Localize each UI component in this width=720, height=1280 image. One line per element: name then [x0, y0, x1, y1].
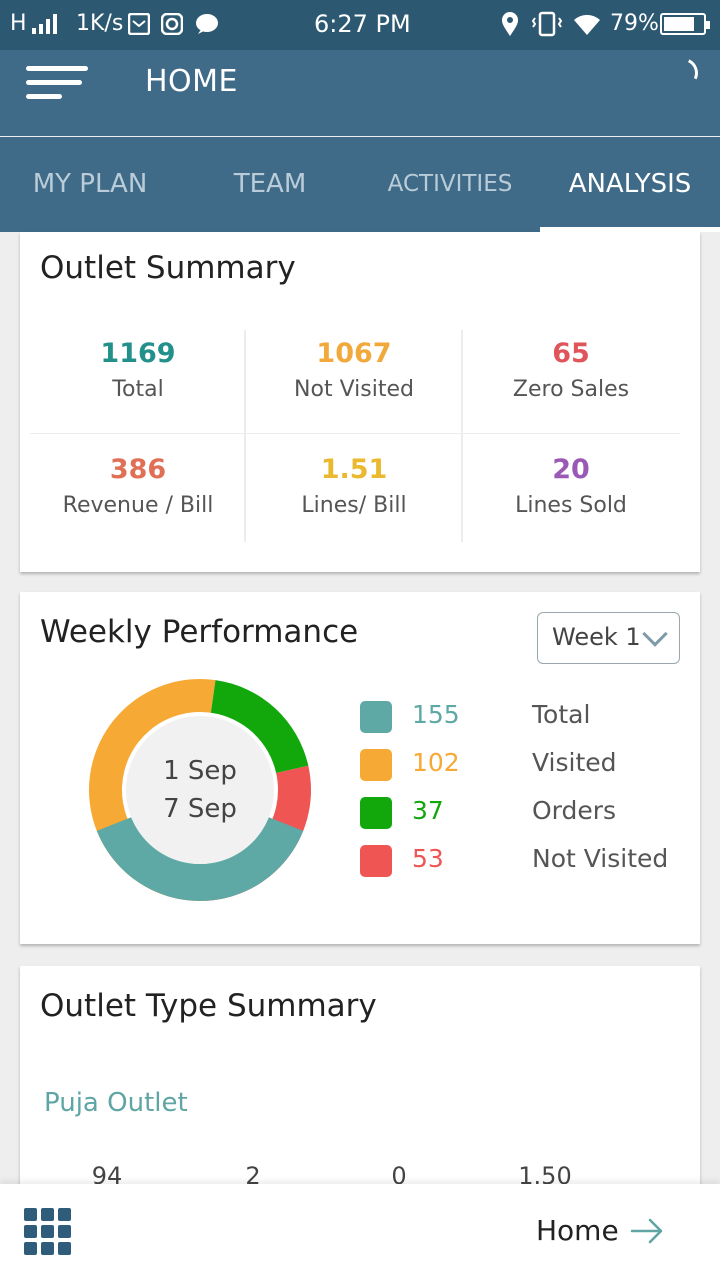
donut-center: [126, 716, 274, 864]
mail-icon: [128, 13, 150, 35]
tab-team[interactable]: TEAM: [233, 169, 307, 199]
clock: 6:27 PM: [314, 10, 411, 38]
week-dropdown-value: Week 1: [552, 623, 641, 651]
tab-analysis[interactable]: ANALYSIS: [568, 169, 692, 199]
stat-lines-sold: 20 Lines Sold: [463, 454, 679, 518]
date-start: 1 Sep: [163, 756, 237, 786]
stat-value: 65: [552, 338, 590, 369]
legend-swatch: [360, 749, 392, 781]
stat-not-visited: 1067 Not Visited: [246, 338, 462, 402]
outlet-type-summary-title: Outlet Type Summary: [40, 988, 377, 1024]
outlet-type-name[interactable]: Puja Outlet: [44, 1088, 188, 1118]
active-tab-indicator: [540, 227, 720, 232]
app-bar: HOME: [0, 50, 720, 136]
donut-slice-total: [96, 817, 304, 901]
stat-revenue-per-bill: 386 Revenue / Bill: [30, 454, 246, 518]
stat-lines-per-bill: 1.51 Lines/ Bill: [246, 454, 462, 518]
battery-icon: [660, 13, 710, 35]
location-icon: [502, 12, 518, 36]
legend-swatch: [360, 701, 392, 733]
legend-label: Not Visited: [532, 844, 669, 873]
refresh-spinner-icon[interactable]: [663, 53, 703, 93]
stat-total: 1169 Total: [30, 338, 246, 402]
signal-icon: [32, 14, 62, 34]
legend-value: 102: [412, 748, 460, 777]
stat-label: Not Visited: [294, 377, 414, 402]
legend-label: Total: [532, 700, 591, 729]
stat-value: 386: [109, 454, 167, 485]
tab-activities[interactable]: ACTIVITIES: [387, 171, 513, 197]
instagram-icon: [161, 13, 183, 35]
divider: [244, 330, 246, 542]
date-end: 7 Sep: [163, 794, 237, 824]
stat-value: 1169: [100, 338, 176, 369]
battery-percent: 79%: [610, 11, 659, 36]
home-link[interactable]: Home: [536, 1214, 619, 1247]
performance-donut-chart: [89, 679, 311, 901]
chat-icon: [196, 14, 218, 34]
tab-bar: MY PLAN TEAM ACTIVITIES ANALYSIS: [0, 137, 720, 232]
arrow-right-icon[interactable]: [630, 1216, 664, 1246]
stat-label: Lines Sold: [515, 493, 627, 518]
stat-value: 20: [552, 454, 590, 485]
legend-label: Orders: [532, 796, 617, 825]
vibrate-icon: [531, 11, 563, 37]
stat-label: Total: [112, 377, 164, 402]
stat-value: 1067: [316, 338, 392, 369]
legend-value: 53: [412, 844, 444, 873]
stat-label: Lines/ Bill: [301, 493, 407, 518]
stat-value: 1.51: [320, 454, 388, 485]
chevron-down-icon: [642, 621, 668, 647]
stat-zero-sales: 65 Zero Sales: [463, 338, 679, 402]
outlet-summary-card: Outlet Summary 1169 Total 1067 Not Visit…: [20, 232, 700, 572]
week-dropdown[interactable]: Week 1: [537, 612, 680, 664]
stat-label: Revenue / Bill: [62, 493, 214, 518]
donut-slice-orders: [210, 680, 309, 773]
network-type: H: [10, 11, 27, 36]
wifi-icon: [574, 14, 600, 35]
date-range: 1 Sep 7 Sep: [140, 752, 260, 828]
divider: [30, 433, 680, 434]
hamburger-menu-icon[interactable]: [26, 60, 88, 102]
legend-swatch: [360, 845, 392, 877]
weekly-performance-card: Weekly Performance Week 1 1 Sep 7 Sep 15…: [20, 592, 700, 944]
stat-label: Zero Sales: [512, 377, 630, 402]
status-bar: H 1K/s 6:27 PM 79%: [0, 0, 720, 50]
bottom-bar: Home: [0, 1184, 720, 1280]
tab-my-plan[interactable]: MY PLAN: [32, 169, 148, 199]
legend-value: 155: [412, 700, 460, 729]
legend-value: 37: [412, 796, 444, 825]
weekly-performance-title: Weekly Performance: [40, 614, 359, 650]
outlet-type-value: 2: [245, 1162, 261, 1190]
outlet-type-value: 0: [391, 1162, 407, 1190]
grid-menu-icon[interactable]: [24, 1208, 74, 1258]
network-speed: 1K/s: [76, 11, 124, 36]
divider: [461, 330, 463, 542]
legend-label: Visited: [532, 748, 617, 777]
outlet-type-summary-card: Outlet Type Summary Puja Outlet 94 2 0 1…: [20, 966, 700, 1206]
legend-swatch: [360, 797, 392, 829]
page-title: HOME: [145, 64, 239, 99]
outlet-summary-title: Outlet Summary: [40, 250, 296, 286]
